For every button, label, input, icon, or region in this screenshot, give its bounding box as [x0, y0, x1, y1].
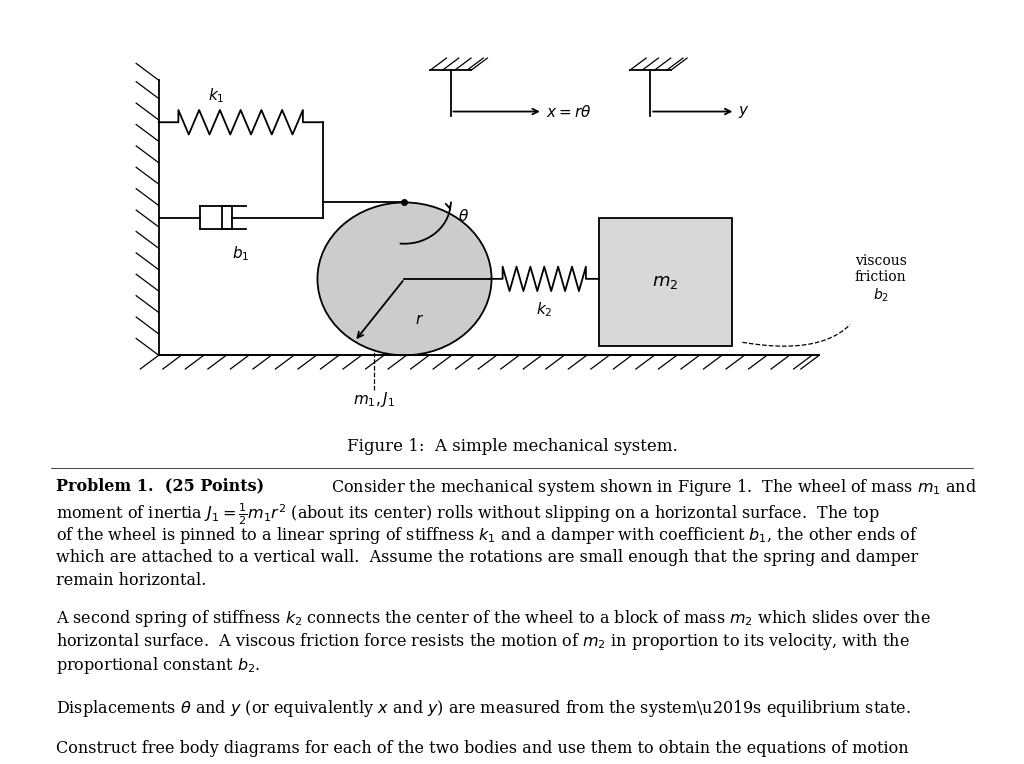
Text: horizontal surface.  A viscous friction force resists the motion of $m_2$ in pro: horizontal surface. A viscous friction f…: [56, 631, 910, 652]
Text: $x = r\theta$: $x = r\theta$: [546, 104, 591, 119]
Text: $y$: $y$: [738, 104, 750, 119]
Bar: [599, 218, 732, 346]
Ellipse shape: [317, 202, 492, 355]
Text: of the wheel is pinned to a linear spring of stiffness $k_1$ and a damper with c: of the wheel is pinned to a linear sprin…: [56, 525, 919, 545]
Text: Figure 1:  A simple mechanical system.: Figure 1: A simple mechanical system.: [347, 439, 677, 455]
Text: $m_2$: $m_2$: [652, 273, 679, 291]
Text: $m_1, J_1$: $m_1, J_1$: [353, 390, 395, 409]
Text: Problem 1.  (25 Points): Problem 1. (25 Points): [56, 478, 264, 494]
Bar: [222, 206, 232, 229]
Text: viscous
friction
$b_2$: viscous friction $b_2$: [855, 254, 906, 304]
Text: moment of inertia $J_1 = \frac{1}{2}m_1 r^2$ (about its center) rolls without sl: moment of inertia $J_1 = \frac{1}{2}m_1 …: [56, 501, 880, 527]
Text: $k_1$: $k_1$: [208, 87, 225, 105]
Text: Consider the mechanical system shown in Figure 1.  The wheel of mass $m_1$ and: Consider the mechanical system shown in …: [331, 478, 977, 498]
Text: proportional constant $b_2$.: proportional constant $b_2$.: [56, 655, 261, 676]
Text: $r$: $r$: [415, 313, 424, 327]
Text: $\theta$: $\theta$: [458, 209, 469, 224]
Text: which are attached to a vertical wall.  Assume the rotations are small enough th: which are attached to a vertical wall. A…: [56, 549, 919, 565]
Text: Displacements $\theta$ and $y$ (or equivalently $x$ and $y$) are measured from t: Displacements $\theta$ and $y$ (or equiv…: [56, 698, 911, 719]
Text: $k_2$: $k_2$: [536, 300, 553, 319]
Text: $b_1$: $b_1$: [232, 244, 249, 263]
Text: A second spring of stiffness $k_2$ connects the center of the wheel to a block o: A second spring of stiffness $k_2$ conne…: [56, 608, 931, 629]
Text: remain horizontal.: remain horizontal.: [56, 572, 207, 589]
Text: Construct free body diagrams for each of the two bodies and use them to obtain t: Construct free body diagrams for each of…: [56, 740, 909, 757]
